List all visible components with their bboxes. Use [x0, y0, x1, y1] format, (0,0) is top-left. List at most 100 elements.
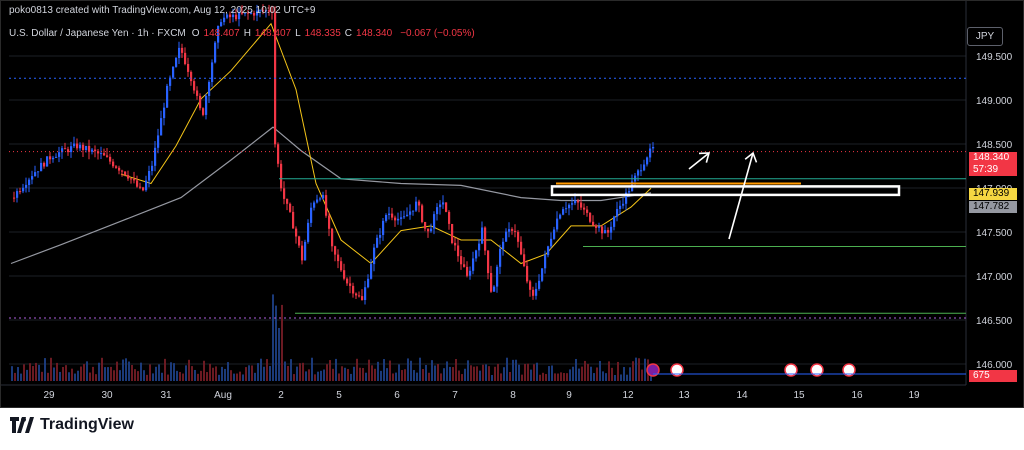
- volume-bar: [614, 374, 616, 381]
- volume-bar: [317, 371, 319, 381]
- volume-bar: [368, 359, 370, 381]
- candle-body: [301, 245, 304, 261]
- change-value: −0.067 (−0.05%): [400, 28, 475, 39]
- volume-bar: [146, 374, 148, 381]
- volume-bar: [95, 374, 97, 381]
- volume-bar: [527, 363, 529, 381]
- volume-bar: [410, 360, 412, 381]
- volume-bar: [110, 366, 112, 381]
- candle-body: [19, 191, 22, 193]
- currency-button[interactable]: JPY: [967, 27, 1003, 46]
- volume-bar: [374, 368, 376, 381]
- volume-bar: [476, 366, 478, 381]
- volume-bar: [128, 361, 130, 381]
- volume-bar: [389, 360, 391, 381]
- candle-body: [421, 205, 424, 222]
- volume-bar: [401, 370, 403, 381]
- arrow-short-head[interactable]: [698, 152, 711, 163]
- candle-body: [43, 162, 46, 167]
- volume-bar: [263, 366, 265, 381]
- symbol-name[interactable]: U.S. Dollar / Japanese Yen · 1h · FXCM: [9, 28, 186, 39]
- candle-body: [388, 213, 391, 215]
- candle-body: [586, 209, 589, 213]
- volume-bar: [320, 370, 322, 381]
- bar-countdown: 57:39: [973, 164, 999, 175]
- candle-body: [22, 187, 25, 192]
- volume-bar: [218, 374, 220, 381]
- volume-bar: [446, 361, 448, 381]
- candle-body: [313, 202, 316, 208]
- volume-bar: [341, 366, 343, 381]
- us-flag-event-icon[interactable]: [784, 363, 798, 377]
- volume-bar: [173, 363, 175, 381]
- high-label: H: [243, 28, 251, 39]
- us-flag-event-icon[interactable]: [842, 363, 856, 377]
- arrow-short[interactable]: [688, 152, 710, 170]
- candle-body: [55, 156, 58, 158]
- candle-body: [493, 286, 496, 292]
- candle-body: [472, 258, 475, 271]
- volume-bar: [278, 327, 280, 381]
- us-flag-event-icon[interactable]: [670, 363, 684, 377]
- tradingview-brand[interactable]: TradingView: [10, 416, 134, 434]
- candle-body: [589, 212, 592, 222]
- volume-bar: [179, 371, 181, 381]
- lightning-event-icon[interactable]: [646, 363, 660, 377]
- candle-body: [118, 167, 121, 171]
- volume-bar: [149, 364, 151, 381]
- volume-bar: [491, 374, 493, 381]
- candle-body: [265, 10, 268, 12]
- candle-body: [532, 289, 535, 296]
- candle-body: [619, 205, 622, 209]
- candle-body: [103, 153, 106, 156]
- arrow-long-head[interactable]: [744, 151, 758, 163]
- candle-body: [85, 145, 88, 150]
- volume-bar: [551, 365, 553, 381]
- volume-bar: [32, 366, 34, 381]
- volume-bar: [458, 370, 460, 381]
- volume-bar: [98, 362, 100, 381]
- candle-body: [310, 207, 313, 223]
- us-flag-event-icon[interactable]: [810, 363, 824, 377]
- volume-bar: [161, 372, 163, 381]
- chart-area[interactable]: 149.500149.000148.500147.000147.500147.0…: [0, 0, 1024, 408]
- volume-bar: [362, 367, 364, 381]
- volume-bar: [38, 364, 40, 381]
- volume-bar: [299, 363, 301, 381]
- volume-bar: [59, 371, 61, 381]
- candle-body: [193, 81, 196, 91]
- candle-body: [325, 195, 328, 216]
- rectangle-zone[interactable]: [550, 185, 901, 197]
- candle-body: [490, 273, 493, 292]
- volume-bar: [143, 370, 145, 381]
- volume-bar: [239, 371, 241, 381]
- chart-canvas[interactable]: 149.500149.000148.500147.000147.500147.0…: [1, 1, 1024, 409]
- candle-body: [211, 62, 214, 82]
- volume-bar: [500, 373, 502, 381]
- volume-bar: [638, 358, 640, 381]
- candle-body: [208, 82, 211, 96]
- candle-body: [511, 229, 514, 231]
- volume-bar: [206, 372, 208, 381]
- volume-bar: [152, 373, 154, 381]
- volume-bar: [137, 371, 139, 381]
- candle-body: [259, 10, 262, 12]
- arrow-long[interactable]: [728, 152, 754, 240]
- candle-body: [160, 118, 163, 136]
- volume-bar: [203, 360, 205, 381]
- candle-body: [409, 211, 412, 215]
- candle-body: [478, 243, 481, 251]
- candle-body: [286, 198, 289, 204]
- candle-body: [391, 213, 394, 218]
- volume-bar: [134, 369, 136, 381]
- candle-body: [319, 198, 322, 200]
- candle-body: [280, 163, 283, 189]
- volume-bar: [71, 368, 73, 381]
- candle-body: [592, 221, 595, 226]
- volume-bar: [107, 367, 109, 381]
- volume-bar: [533, 364, 535, 381]
- x-axis-label: 7: [452, 390, 458, 401]
- volume-bar: [296, 366, 298, 381]
- short-ma-price-tag: 147.939: [969, 188, 1017, 200]
- volume-bar: [431, 360, 433, 381]
